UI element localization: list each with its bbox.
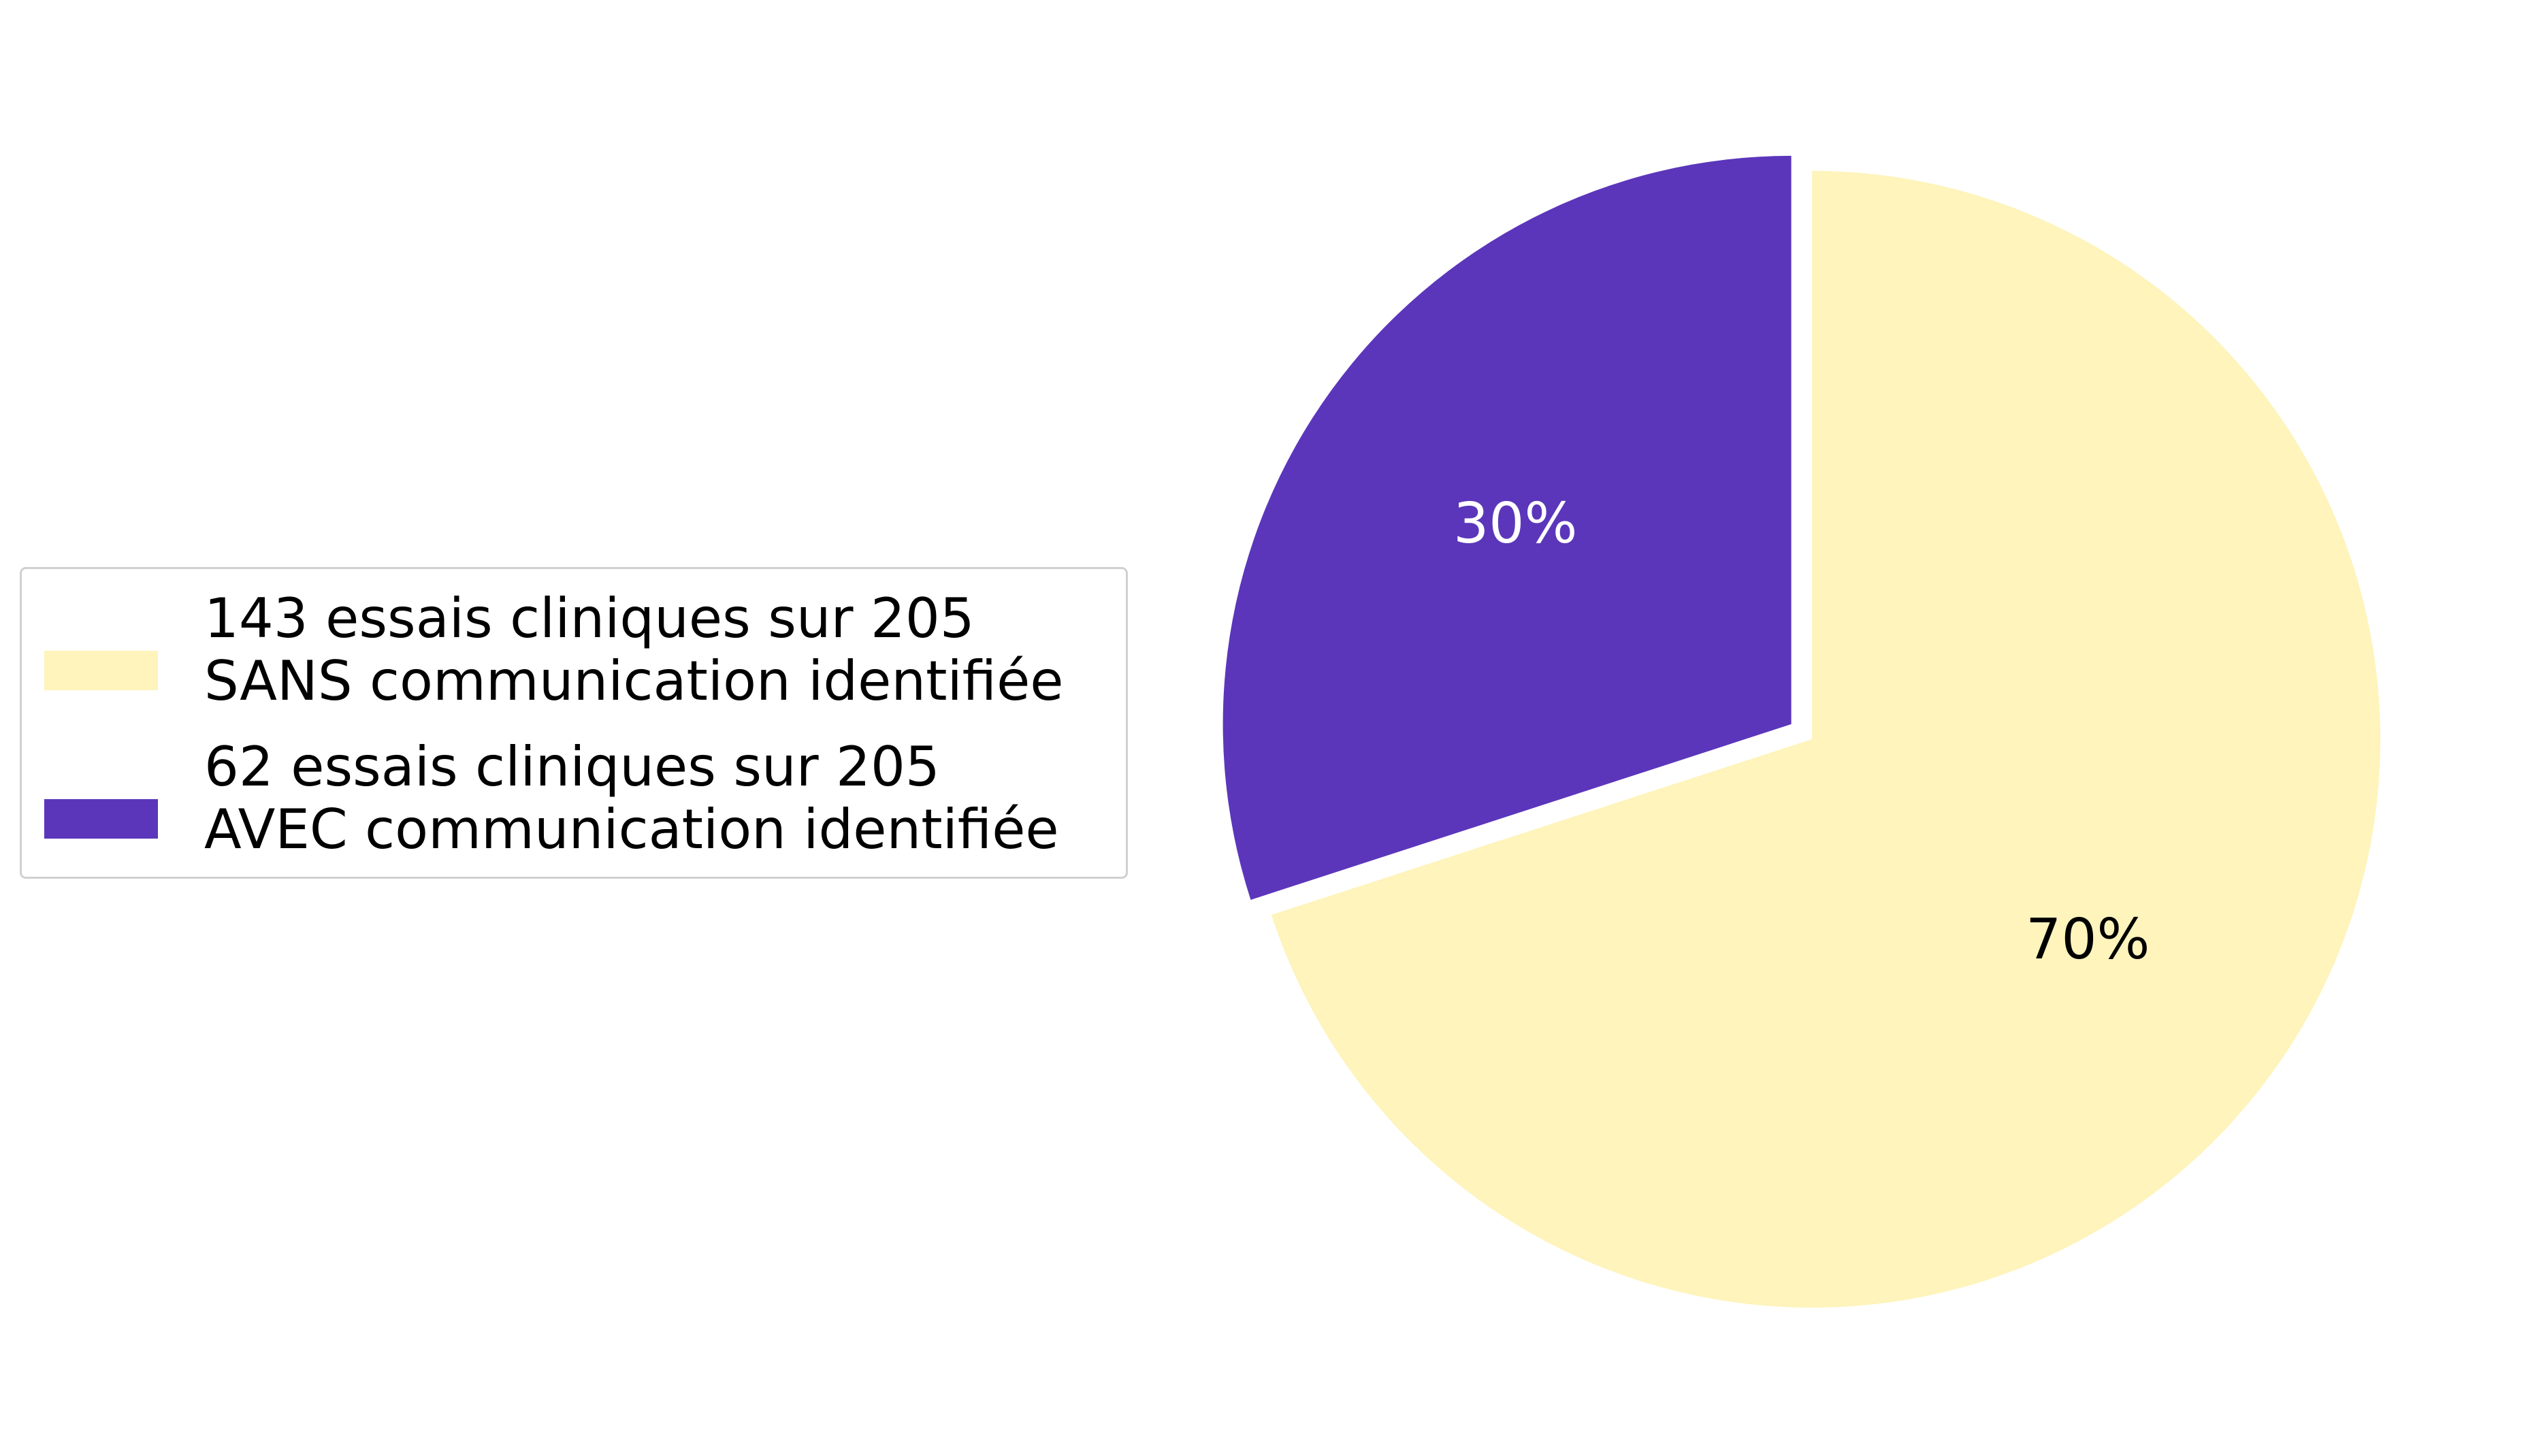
pie-label-sans-communication: 70% [2026,907,2150,972]
legend-label-avec-line-1: 62 essais cliniques sur 205 [204,735,940,798]
pie-label-avec-communication: 30% [1453,491,1577,556]
pie-slice-avec-communication [1222,155,1792,900]
legend-entry-sans-communication: 143 essais cliniques sur 205 SANS commun… [22,587,1126,724]
legend-label-sans: 143 essais cliniques sur 205 SANS commun… [204,587,1064,713]
legend-swatch-avec [44,799,158,839]
chart-legend: 143 essais cliniques sur 205 SANS commun… [20,567,1128,879]
pie-slice-sans-communication [1271,171,2380,1308]
legend-label-avec: 62 essais cliniques sur 205 AVEC communi… [204,736,1059,861]
legend-label-avec-line-2: AVEC communication identifiée [204,798,1059,861]
legend-entry-avec-communication: 62 essais cliniques sur 205 AVEC communi… [22,736,1126,872]
legend-swatch-sans [44,651,158,690]
legend-label-sans-line-2: SANS communication identifiée [204,649,1064,713]
legend-label-sans-line-1: 143 essais cliniques sur 205 [204,587,975,650]
